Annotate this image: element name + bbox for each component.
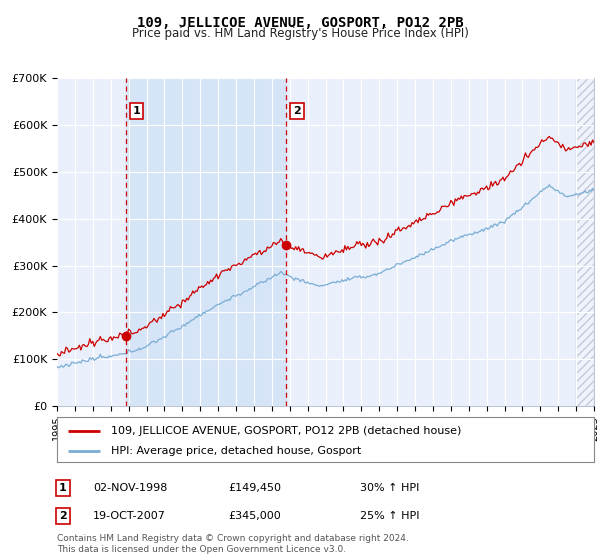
Text: 109, JELLICOE AVENUE, GOSPORT, PO12 2PB (detached house): 109, JELLICOE AVENUE, GOSPORT, PO12 2PB … [111,426,461,436]
Text: £345,000: £345,000 [228,511,281,521]
Text: 1: 1 [59,483,67,493]
Text: 02-NOV-1998: 02-NOV-1998 [93,483,167,493]
Text: Price paid vs. HM Land Registry's House Price Index (HPI): Price paid vs. HM Land Registry's House … [131,27,469,40]
Text: HPI: Average price, detached house, Gosport: HPI: Average price, detached house, Gosp… [111,446,361,456]
Bar [126,78,286,406]
Text: £149,450: £149,450 [228,483,281,493]
Text: 19-OCT-2007: 19-OCT-2007 [93,511,166,521]
Text: 25% ↑ HPI: 25% ↑ HPI [360,511,419,521]
Text: Contains HM Land Registry data © Crown copyright and database right 2024.
This d: Contains HM Land Registry data © Crown c… [57,534,409,554]
Bar [576,78,594,406]
Text: 30% ↑ HPI: 30% ↑ HPI [360,483,419,493]
Text: 2: 2 [293,106,301,116]
Text: 2: 2 [59,511,67,521]
Text: 1: 1 [133,106,140,116]
Text: 109, JELLICOE AVENUE, GOSPORT, PO12 2PB: 109, JELLICOE AVENUE, GOSPORT, PO12 2PB [137,16,463,30]
